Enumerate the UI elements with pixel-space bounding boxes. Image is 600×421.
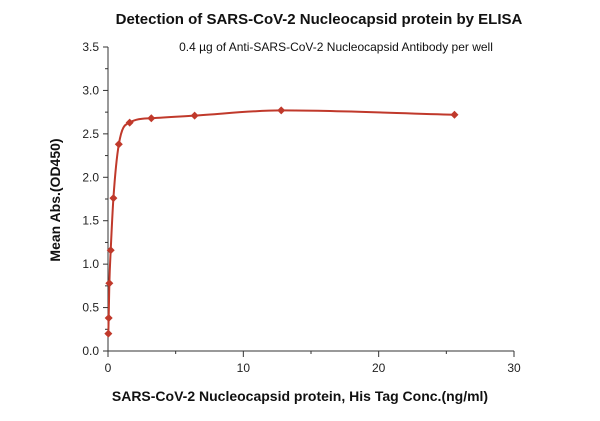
y-tick-label: 1.5 (82, 214, 99, 228)
fit-curve (107, 109, 455, 334)
x-axis-label: SARS-CoV-2 Nucleocapsid protein, His Tag… (112, 388, 488, 404)
data-point (450, 110, 459, 119)
x-tick-label: 30 (507, 361, 521, 375)
y-tick-label: 2.5 (82, 127, 99, 141)
chart-title: Detection of SARS-CoV-2 Nucleocapsid pro… (116, 11, 523, 28)
data-points (104, 106, 459, 338)
y-tick-label: 0.5 (82, 301, 99, 315)
data-point (147, 114, 156, 123)
data-point (106, 246, 115, 255)
x-tick-label: 10 (237, 361, 251, 375)
y-tick-label: 3.5 (82, 40, 99, 54)
x-tick-label: 0 (105, 361, 112, 375)
y-tick-label: 1.0 (82, 257, 99, 271)
data-point (277, 106, 286, 115)
y-tick-label: 2.0 (82, 170, 99, 184)
axes (107, 47, 514, 352)
data-point (190, 111, 199, 120)
y-tick-label: 3.0 (82, 83, 99, 97)
y-ticks: 0.0 0.5 1.0 1.5 2.0 2.5 3.0 3.5 (82, 40, 108, 358)
data-point (125, 118, 134, 127)
y-tick-label: 0.0 (82, 344, 99, 358)
data-point (104, 329, 113, 338)
x-ticks: 0 10 20 30 (105, 351, 521, 375)
chart-subtitle: 0.4 µg of Anti-SARS-CoV-2 Nucleocapsid A… (179, 40, 493, 54)
data-point (114, 140, 123, 149)
x-tick-label: 20 (372, 361, 386, 375)
data-point (104, 313, 113, 322)
data-point (109, 194, 118, 203)
y-axis-label: Mean Abs.(OD450) (47, 138, 63, 261)
data-point (105, 279, 114, 288)
